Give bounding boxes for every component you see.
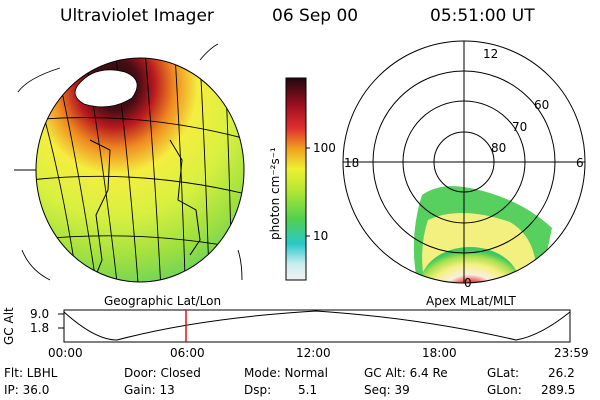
date-label: 06 Sep 00 bbox=[272, 6, 359, 26]
alt-tick-1-8: 1.8 bbox=[30, 321, 50, 335]
time-tick-0600: 06:00 bbox=[170, 346, 205, 360]
color-scale-bar bbox=[285, 77, 310, 281]
gc-alt-axis-label: GC Alt bbox=[2, 307, 16, 345]
colorbar-tick-10: 10 bbox=[313, 229, 329, 243]
glon-value: 289.5 bbox=[541, 383, 576, 397]
glat-label: GLat: bbox=[487, 366, 520, 380]
time-tick-1200: 12:00 bbox=[296, 346, 331, 360]
ip-status: IP: 36.0 bbox=[4, 383, 50, 397]
time-tick-0000: 00:00 bbox=[48, 346, 83, 360]
left-projection-label: Geographic Lat/Lon bbox=[104, 294, 222, 308]
colorbar-tick-100: 100 bbox=[313, 141, 336, 155]
altitude-plot bbox=[58, 309, 571, 343]
mode-status: Mode: Normal bbox=[244, 366, 328, 380]
time-tick-2359: 23:59 bbox=[554, 346, 589, 360]
glat-value: 26.2 bbox=[548, 366, 575, 380]
mlt-label-0: 0 bbox=[464, 276, 472, 290]
lat-label-60: 60 bbox=[534, 98, 550, 112]
dsp-value: 5.1 bbox=[298, 383, 318, 397]
colorbar-unit-label: photon cm⁻²s⁻¹ bbox=[268, 147, 282, 240]
instrument-title: Ultraviolet Imager bbox=[60, 6, 214, 26]
earth-disk-image bbox=[14, 43, 245, 283]
time-tick-1800: 18:00 bbox=[422, 346, 457, 360]
dsp-label: Dsp: bbox=[244, 383, 272, 397]
seq-status: Seq: 39 bbox=[364, 383, 410, 397]
door-status: Door: Closed bbox=[124, 366, 201, 380]
mlt-label-12: 12 bbox=[483, 47, 499, 61]
mlt-label-18: 18 bbox=[344, 156, 360, 170]
lat-label-70: 70 bbox=[512, 120, 528, 134]
mlt-label-6: 6 bbox=[576, 156, 584, 170]
glon-label: GLon: bbox=[487, 383, 522, 397]
alt-tick-9: 9.0 bbox=[30, 307, 50, 321]
lat-label-80: 80 bbox=[491, 141, 507, 155]
filter-status: Flt: LBHL bbox=[4, 366, 58, 380]
time-label: 05:51:00 UT bbox=[430, 6, 535, 26]
polar-mlat-mlt-plot bbox=[342, 40, 586, 284]
gc-alt-status: GC Alt: 6.4 Re bbox=[364, 366, 448, 380]
gain-status: Gain: 13 bbox=[124, 383, 175, 397]
right-projection-label: Apex MLat/MLT bbox=[426, 294, 516, 308]
